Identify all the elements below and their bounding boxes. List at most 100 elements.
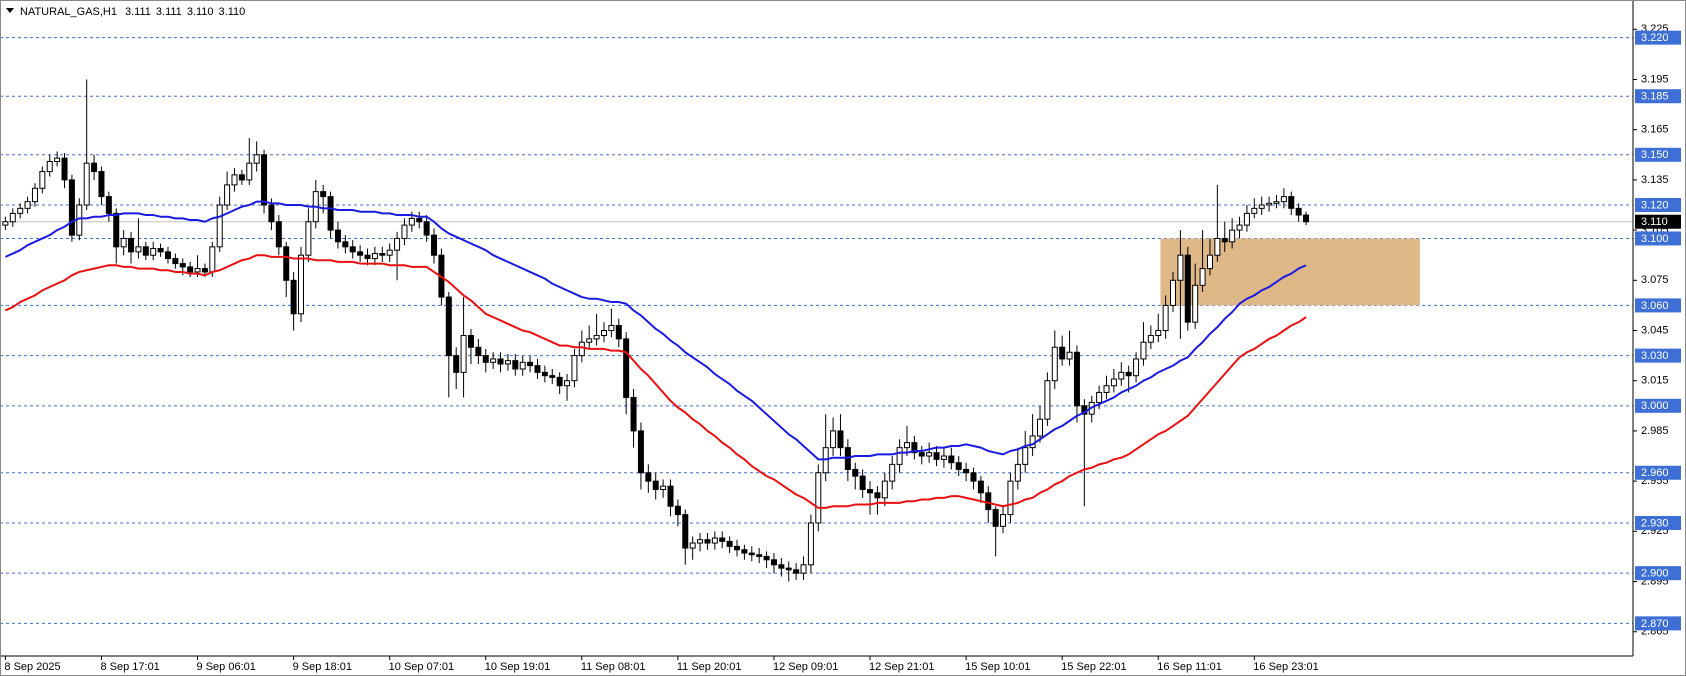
level-label-box (1635, 398, 1681, 413)
candle-body (1170, 279, 1177, 306)
candle-body (785, 567, 792, 571)
candle-body (948, 455, 955, 464)
candle-body (327, 196, 334, 231)
level-label-box (1635, 298, 1681, 313)
candle-body (61, 157, 68, 181)
candle-body (859, 475, 866, 490)
y-tick-label: 3.015 (1641, 375, 1669, 387)
level-label: 3.150 (1641, 149, 1669, 161)
candle-body (1258, 204, 1265, 209)
symbol: NATURAL_GAS,H1 (20, 6, 117, 18)
level-label-box (1635, 515, 1681, 530)
candle-body (253, 154, 260, 164)
candle-body (394, 237, 401, 251)
candle-body (793, 569, 800, 574)
candle-body (1133, 358, 1140, 377)
candle-body (120, 237, 127, 248)
candle-body (674, 505, 681, 516)
level-label: 2.900 (1641, 568, 1669, 580)
candle-body (379, 253, 386, 256)
x-tick-label: 8 Sep 17:01 (100, 661, 159, 673)
zone (1160, 238, 1420, 306)
candle-body (364, 254, 371, 260)
candle-body (142, 246, 149, 256)
candle-body (874, 492, 881, 499)
candle-body (1155, 330, 1162, 337)
candle-body (556, 376, 563, 387)
candle-body (1110, 378, 1117, 387)
candle-body (867, 488, 874, 494)
x-tick-label: 11 Sep 08:01 (581, 661, 646, 673)
x-tick-label: 15 Sep 22:01 (1061, 661, 1126, 673)
candle-body (911, 442, 918, 454)
candle-body (770, 559, 777, 566)
candle-body (246, 162, 253, 181)
level-label-box (1635, 348, 1681, 363)
candle-body (401, 224, 408, 239)
candle-body (201, 268, 208, 273)
candle-body (54, 157, 61, 162)
candle-body (1273, 201, 1280, 204)
y-tick-label: 3.075 (1641, 274, 1669, 286)
candle-body (660, 485, 667, 490)
candle-body (1177, 254, 1184, 281)
candle-body (955, 462, 962, 470)
candle-body (926, 452, 933, 457)
candle-body (416, 217, 423, 223)
level-label: 3.185 (1641, 91, 1669, 103)
candle-body (423, 221, 430, 236)
candle-body (1192, 284, 1199, 323)
candle-body (386, 249, 393, 256)
level-label: 3.030 (1641, 350, 1669, 362)
candle-body (667, 485, 674, 507)
candle-body (1280, 196, 1287, 203)
candle-body (135, 246, 142, 253)
y-tick-label: 3.195 (1641, 73, 1669, 85)
candle-body (571, 355, 578, 382)
candle-body (800, 564, 807, 574)
level-label: 2.870 (1641, 618, 1669, 630)
candle-body (630, 396, 637, 432)
candle-body (490, 358, 497, 363)
candle-body (578, 341, 585, 357)
candle-body (157, 248, 164, 253)
candle-body (231, 174, 238, 186)
x-tick-label: 16 Sep 23:01 (1253, 661, 1318, 673)
candle-body (357, 251, 364, 256)
x-tick-label: 16 Sep 11:01 (1157, 661, 1222, 673)
candle-body (918, 452, 925, 457)
candle-body (1051, 346, 1058, 382)
candle-body (830, 430, 837, 449)
candle-body (726, 540, 733, 547)
candle-body (24, 201, 31, 209)
candle-body (1162, 304, 1169, 332)
candle-body (1214, 237, 1221, 256)
candle-body (1243, 212, 1250, 226)
candle-body (711, 537, 718, 544)
candle-body (290, 279, 297, 315)
level-label: 2.930 (1641, 517, 1669, 529)
price-label: 3.110 (1641, 216, 1668, 228)
candle-body (1044, 380, 1051, 420)
y-tick-label: 3.165 (1641, 124, 1669, 136)
candle-body (504, 360, 511, 365)
candle-body (837, 430, 844, 449)
candle-body (1184, 254, 1191, 323)
candle-body (1266, 202, 1273, 206)
candle-body (187, 266, 194, 273)
candle-body (564, 380, 571, 387)
level-label-box (1635, 30, 1681, 45)
candle-body (903, 442, 910, 449)
level-label: 2.960 (1641, 467, 1669, 479)
x-tick-label: 9 Sep 06:01 (197, 661, 256, 673)
candle-body (977, 480, 984, 494)
candle-body (1000, 514, 1007, 527)
candle-body (682, 514, 689, 549)
candle-body (652, 480, 659, 490)
candle-body (1037, 418, 1043, 437)
candle-body (1014, 463, 1021, 482)
candles-layer (2, 79, 1310, 582)
candle-body (17, 207, 24, 214)
